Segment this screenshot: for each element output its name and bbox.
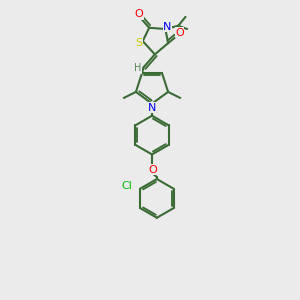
- Text: S: S: [135, 38, 142, 48]
- Text: O: O: [148, 165, 157, 175]
- Text: H: H: [134, 63, 142, 73]
- Text: N: N: [163, 22, 172, 32]
- Text: O: O: [175, 28, 184, 38]
- Text: Cl: Cl: [121, 181, 132, 191]
- Text: O: O: [134, 10, 143, 20]
- Text: N: N: [148, 103, 156, 112]
